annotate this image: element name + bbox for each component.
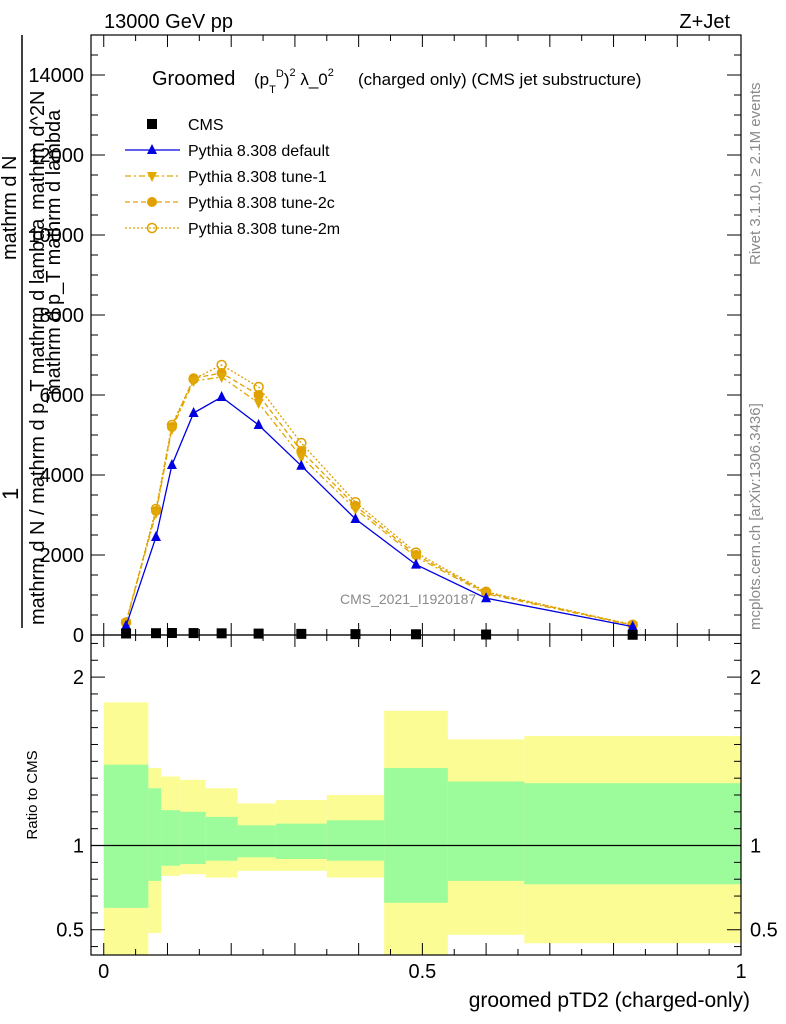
series-1 (121, 391, 638, 631)
data-point-1-3 (188, 407, 199, 417)
main-y-tick-label: 8000 (40, 305, 85, 327)
title-lead: Groomed (152, 68, 235, 90)
ylabel-numerator-dn: mathrm d N (0, 156, 21, 260)
ratio-y-tick-label-right: 0.5 (750, 920, 778, 942)
ylabel-d2n: mathrm d^2N (27, 91, 49, 210)
x-axis-label: groomed pTD2 (charged-only) (469, 989, 750, 1012)
legend: CMS Pythia 8.308 default Pythia 8.308 tune… (125, 117, 340, 238)
legend-marker-1 (147, 144, 157, 154)
series-4 (120, 359, 638, 631)
main-y-tick-label-zero: 0 (73, 625, 84, 647)
legend-label-3: Pythia 8.308 tune-2c (188, 195, 335, 212)
main-y-tick-label: 2000 (40, 545, 85, 567)
main-y-tick-label: 4000 (40, 465, 85, 487)
stat-uncertainty-band-0 (103, 764, 149, 908)
stat-uncertainty-band-6 (275, 823, 327, 859)
energy-label: 13000 GeV pp (104, 11, 233, 33)
data-point-0-8 (411, 629, 421, 640)
ylabel-dpt-dlambda: mathrm d p_T mathrm d lambda (43, 109, 65, 395)
series-line-2 (125, 376, 633, 627)
ratio-y-tick-label-left: 2 (73, 667, 84, 689)
ylabel-one: 1 (0, 488, 23, 500)
series-line-4 (125, 364, 633, 626)
data-point-2-4 (216, 373, 227, 383)
data-point-0-3 (188, 628, 199, 639)
stat-uncertainty-band-8 (384, 768, 448, 903)
ratio-y-tick-label-right: 1 (750, 836, 761, 858)
data-point-2-2 (166, 425, 177, 435)
data-point-0-4 (216, 628, 227, 639)
analysis-watermark: CMS_2021_I1920187 (340, 591, 476, 607)
data-point-1-7 (350, 513, 361, 523)
data-point-1-6 (296, 459, 307, 470)
data-point-1-0 (121, 619, 132, 630)
ratio-ylabel: Ratio to CMS (24, 750, 41, 839)
main-y-tick-label: 14000 (28, 65, 84, 87)
mcplots-label: mcplots.cern.ch [arXiv:1306.3436] (747, 403, 764, 630)
stat-uncertainty-band-9 (447, 781, 525, 881)
stat-uncertainty-band-1 (148, 788, 162, 881)
ylabel-denominator: mathrm d N / mathrm d p_T mathrm d lambd… (27, 218, 49, 625)
stat-uncertainty-band-10 (524, 783, 741, 885)
legend-marker-3 (147, 197, 157, 207)
data-point-0-2 (166, 628, 177, 638)
stat-uncertainty-band-3 (180, 811, 206, 865)
main-ylabel: 1 mathrm d N mathrm d N / mathrm d p_T m… (0, 35, 65, 628)
title-tail: (charged only) (CMS jet substructure) (358, 70, 641, 89)
main-y-tick-label: 12000 (28, 145, 84, 167)
legend-label-0: CMS (188, 117, 224, 134)
data-point-2-5 (253, 399, 264, 409)
legend-label-2: Pythia 8.308 tune-1 (188, 169, 327, 186)
data-point-2-3 (188, 377, 199, 387)
data-point-0-5 (253, 628, 264, 639)
data-point-0-7 (350, 629, 361, 640)
data-point-2-6 (296, 453, 307, 463)
x-tick-label: 0.5 (408, 961, 436, 983)
data-point-0-1 (151, 628, 161, 639)
data-point-2-7 (350, 505, 361, 515)
rivet-label: Rivet 3.1.10, ≥ 2.1M events (747, 83, 764, 266)
legend-marker-4 (146, 222, 158, 234)
stat-uncertainty-band-4 (205, 816, 238, 861)
data-point-0-6 (296, 628, 307, 639)
plot-title: Groomed (pTD)2 λ_02 (charged only) (CMS … (152, 67, 641, 96)
legend-label-1: Pythia 8.308 default (188, 143, 330, 160)
title-formula: (pTD)2 λ_02 (254, 67, 334, 96)
process-label: Z+Jet (679, 11, 730, 33)
data-point-2-1 (151, 509, 161, 519)
data-point-0-0 (121, 628, 132, 639)
ratio-y-tick-label-left: 1 (73, 836, 84, 858)
data-point-1-1 (151, 531, 161, 541)
data-point-1-8 (411, 558, 421, 569)
series-0 (121, 628, 638, 640)
data-point-2-8 (411, 553, 421, 563)
main-plot-panel: 2000 4000 6000 8000 10000 12000 14000 0 (28, 34, 742, 647)
series-line-3 (125, 372, 633, 626)
stat-uncertainty-band-2 (161, 810, 181, 866)
series-2 (121, 373, 638, 632)
legend-label-4: Pythia 8.308 tune-2m (188, 221, 340, 238)
stat-uncertainty-band-7 (326, 820, 385, 861)
data-point-1-10 (627, 620, 638, 631)
data-point-1-2 (166, 459, 177, 469)
data-point-1-4 (216, 391, 227, 401)
stat-uncertainty-band-5 (237, 825, 276, 858)
data-point-1-9 (481, 592, 492, 603)
main-y-tick-label: 6000 (40, 385, 85, 407)
data-point-1-5 (253, 419, 264, 429)
legend-marker-0 (147, 119, 157, 129)
ratio-y-tick-label-left: 0.5 (56, 920, 84, 942)
x-tick-label: 1 (735, 961, 746, 983)
legend-marker-2 (147, 172, 157, 182)
data-point-3-5 (253, 390, 264, 400)
ratio-y-tick-label-right: 2 (750, 667, 761, 689)
ratio-plot-panel: 0 0.5 10.5 0.51 12 2 (56, 634, 778, 983)
main-y-tick-label: 10000 (28, 225, 84, 247)
x-tick-label: 0 (98, 961, 109, 983)
